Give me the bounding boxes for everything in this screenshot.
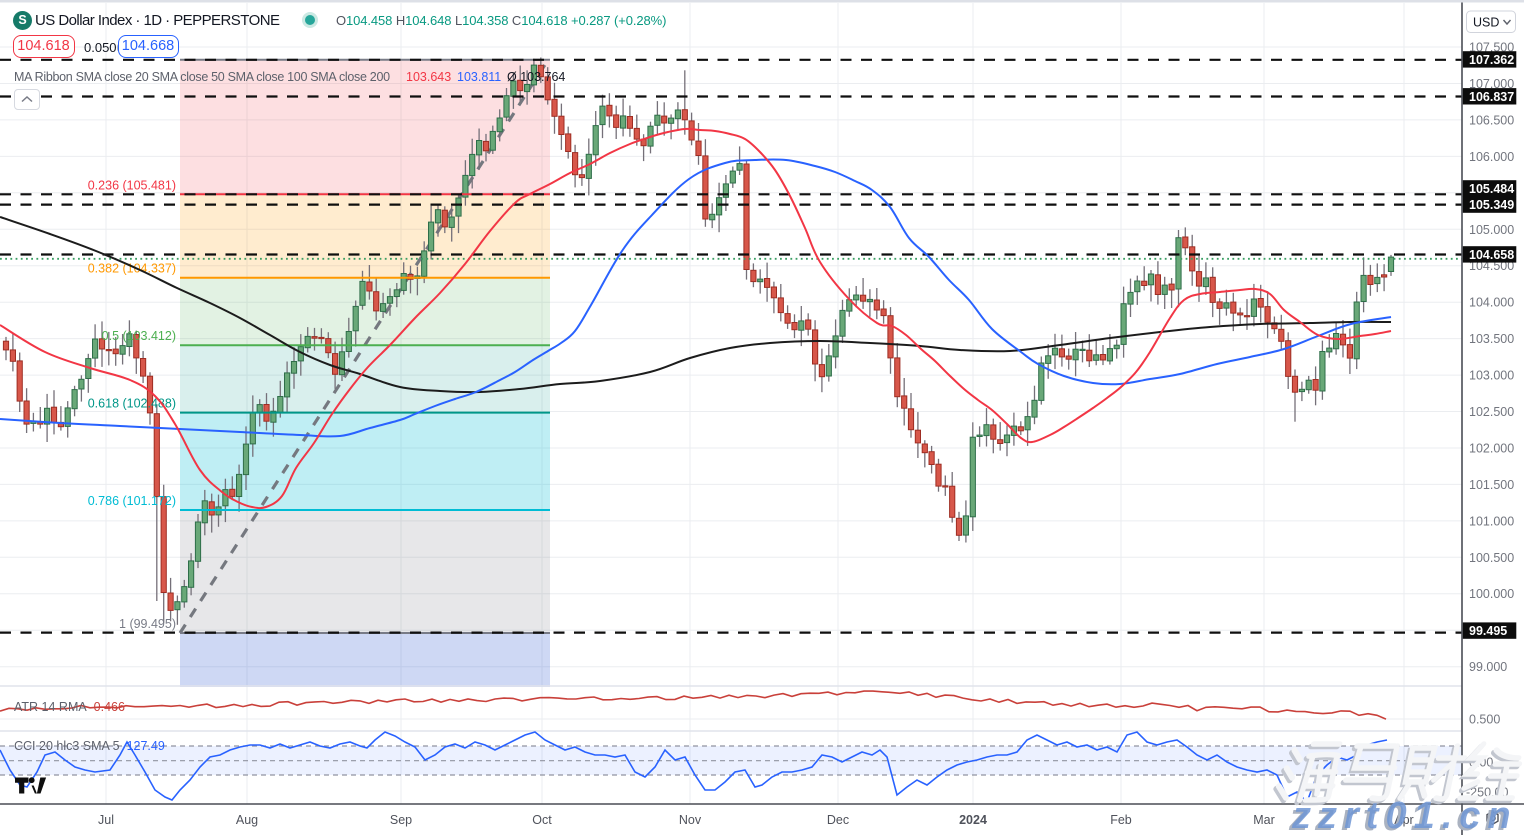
svg-text:Feb: Feb — [1110, 813, 1132, 827]
svg-text:99.000: 99.000 — [1469, 660, 1507, 674]
svg-text:Jul: Jul — [98, 813, 114, 827]
svg-text:0.5 (103.412): 0.5 (103.412) — [102, 329, 176, 343]
svg-text:106.500: 106.500 — [1469, 113, 1514, 127]
svg-text:107.000: 107.000 — [1469, 77, 1514, 91]
svg-text:Aug: Aug — [236, 813, 258, 827]
svg-text:0.618 (102.488): 0.618 (102.488) — [88, 397, 176, 411]
svg-text:Sep: Sep — [390, 813, 412, 827]
svg-text:Nov: Nov — [679, 813, 702, 827]
svg-text:102.000: 102.000 — [1469, 442, 1514, 456]
svg-text:Dec: Dec — [827, 813, 849, 827]
svg-text:1 (99.495): 1 (99.495) — [119, 617, 176, 631]
svg-text:107.362: 107.362 — [1469, 53, 1514, 67]
svg-text:105.000: 105.000 — [1469, 223, 1514, 237]
svg-text:0.500: 0.500 — [1469, 713, 1500, 727]
svg-text:100.000: 100.000 — [1469, 587, 1514, 601]
svg-text:106.837: 106.837 — [1469, 90, 1514, 104]
svg-text:0.236 (105.481): 0.236 (105.481) — [88, 178, 176, 192]
svg-text:Oct: Oct — [532, 813, 552, 827]
svg-text:100.500: 100.500 — [1469, 551, 1514, 565]
svg-text:0.786 (101.172): 0.786 (101.172) — [88, 494, 176, 508]
svg-text:99.495: 99.495 — [1469, 624, 1507, 638]
svg-text:106.000: 106.000 — [1469, 150, 1514, 164]
svg-text:107.500: 107.500 — [1469, 41, 1514, 55]
svg-text:zzrt01.cn: zzrt01.cn — [1288, 797, 1515, 835]
svg-text:2024: 2024 — [959, 813, 987, 827]
svg-text:101.500: 101.500 — [1469, 478, 1514, 492]
svg-text:0.382 (104.337): 0.382 (104.337) — [88, 262, 176, 276]
svg-text:zzrt01.cn: zzrt01.cn — [1291, 795, 1518, 835]
svg-text:103.000: 103.000 — [1469, 369, 1514, 383]
svg-text:104.500: 104.500 — [1469, 259, 1514, 273]
svg-text:104.658: 104.658 — [1469, 248, 1514, 262]
svg-text:Mar: Mar — [1253, 813, 1275, 827]
svg-text:Apr: Apr — [1394, 813, 1413, 827]
svg-text:104.000: 104.000 — [1469, 296, 1514, 310]
svg-text:101.000: 101.000 — [1469, 514, 1514, 528]
svg-text:105.349: 105.349 — [1469, 198, 1514, 212]
svg-text:USD: USD — [1473, 16, 1499, 30]
svg-text:105.484: 105.484 — [1469, 182, 1514, 196]
svg-text:103.500: 103.500 — [1469, 332, 1514, 346]
svg-text:102.500: 102.500 — [1469, 405, 1514, 419]
